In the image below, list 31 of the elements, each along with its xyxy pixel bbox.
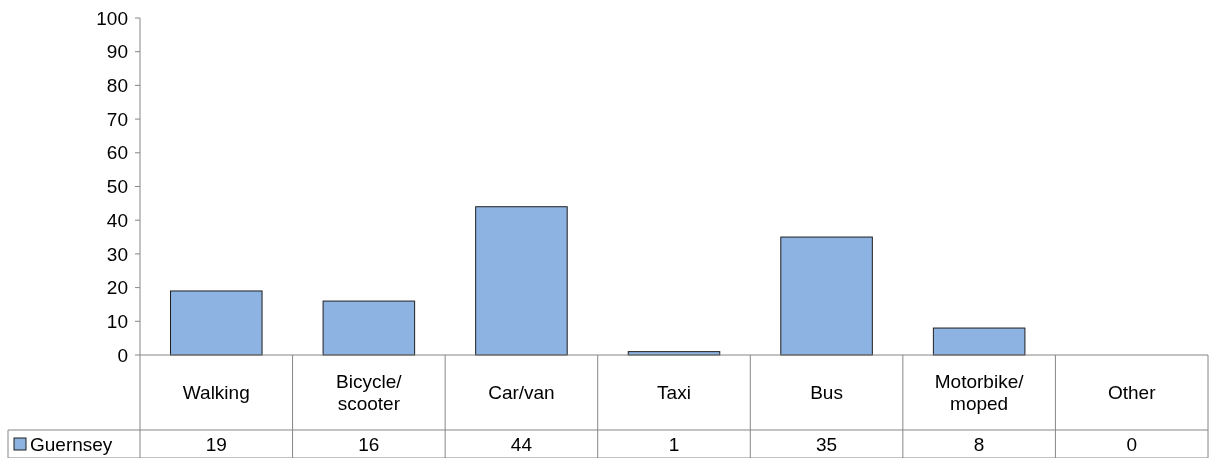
data-label: 44 [510,433,533,455]
y-tick-label: 50 [106,176,128,198]
x-tick-label: Walking [182,382,250,404]
bar [170,290,263,356]
x-tick-label: Taxi [657,382,691,404]
y-tick-label: 30 [106,243,128,265]
x-tick-label: Car/van [488,382,555,404]
x-tick-label: Bicycle/ scooter [336,371,403,415]
data-label: 16 [358,433,380,455]
y-tick-label: 60 [106,142,128,164]
x-tick-label: Bus [810,382,843,404]
data-label: 0 [1126,433,1137,455]
x-tick-label: Other [1107,382,1157,404]
x-tick-label: Motorbike/ moped [934,371,1025,415]
y-tick-label: 10 [106,310,128,332]
bar [780,236,873,356]
y-tick-label: 70 [106,108,128,130]
y-tick-label: 100 [96,7,128,29]
y-tick-label: 20 [106,277,128,299]
bar [322,300,416,356]
y-tick-label: 40 [106,209,128,231]
y-tick-label: 80 [106,75,128,97]
legend-label: Guernsey [30,433,113,455]
data-label: 8 [973,433,985,455]
data-label: 35 [816,433,838,455]
bar [932,327,1026,356]
bar [475,206,568,356]
y-tick-label: 0 [117,344,128,366]
data-label: 19 [205,433,227,455]
data-label: 1 [668,433,680,455]
y-tick-label: 90 [106,41,128,63]
